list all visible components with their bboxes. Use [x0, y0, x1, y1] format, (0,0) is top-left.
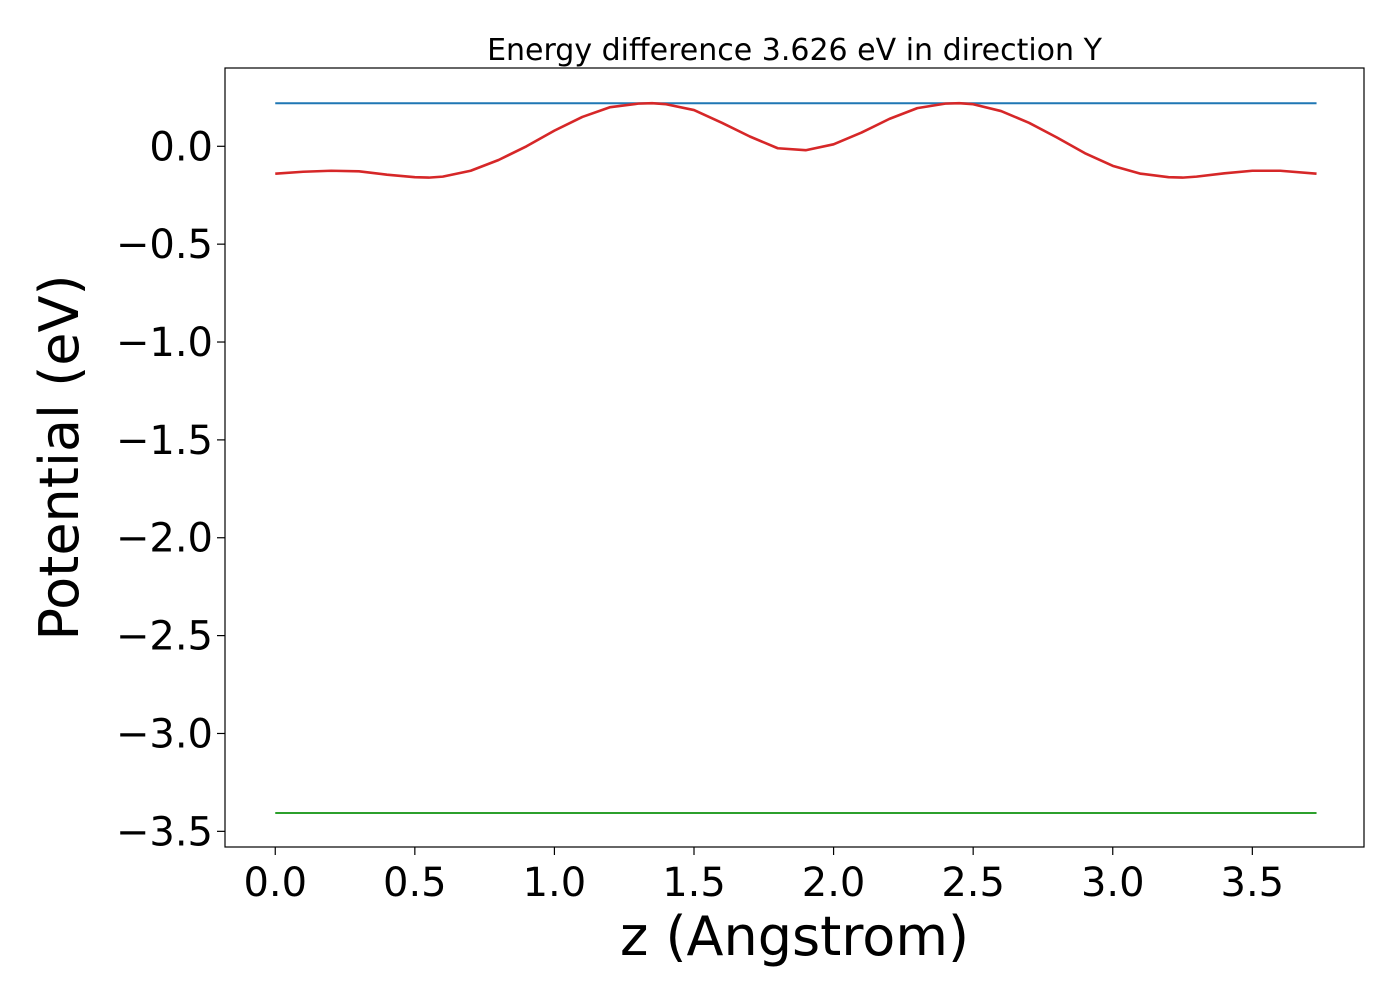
x-tick-label: 0.0: [243, 860, 307, 906]
y-tick-label: −3.5: [116, 809, 213, 855]
y-axis-label: Potential (eV): [28, 274, 91, 640]
y-tick-label: −2.5: [116, 614, 213, 660]
x-axis: 0.0 0.5 1.0 1.5 2.0 2.5 3.0 3.5: [243, 847, 1284, 906]
y-tick-label: −3.0: [116, 711, 213, 757]
y-tick-label: −2.0: [116, 516, 213, 562]
x-tick-label: 1.5: [662, 860, 726, 906]
x-tick-label: 1.0: [523, 860, 587, 906]
x-tick-label: 3.0: [1081, 860, 1145, 906]
y-tick-label: −1.0: [116, 320, 213, 366]
y-axis: 0.0 −0.5 −1.0 −1.5 −2.0 −2.5 −3.0 −3.5: [116, 124, 225, 855]
y-tick-label: −1.5: [116, 418, 213, 464]
y-tick-label: −0.5: [116, 222, 213, 268]
series-layer: [275, 101, 1317, 814]
x-tick-label: 0.5: [383, 860, 447, 906]
x-axis-label: z (Angstrom): [620, 905, 969, 968]
chart-title: Energy difference 3.626 eV in direction …: [487, 33, 1103, 68]
plot-frame: [224, 67, 1365, 848]
x-tick-label: 2.5: [941, 860, 1005, 906]
x-tick-label: 2.0: [802, 860, 866, 906]
series-line-2: [275, 101, 1317, 179]
x-tick-label: 3.5: [1221, 860, 1285, 906]
y-tick-label: 0.0: [149, 124, 213, 170]
